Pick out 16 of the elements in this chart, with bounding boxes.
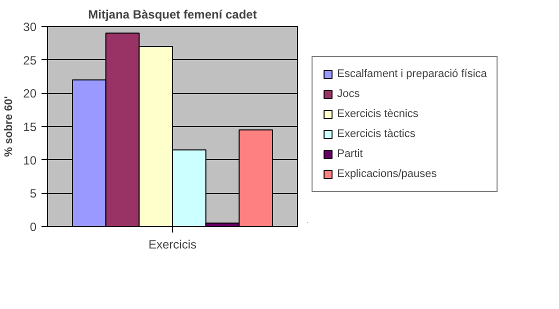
y-tick-label: 20 [23, 86, 37, 101]
y-tick-label: 30 [23, 20, 37, 34]
legend-label: Exercicis tàctics [337, 127, 416, 141]
x-tick-label: Exercicis [148, 238, 197, 252]
y-tick-label: 5 [30, 186, 37, 201]
legend-label: Explicacions/pauses [337, 167, 437, 181]
legend-label: Exercicis tècnics [337, 107, 418, 121]
legend-label: Jocs [337, 87, 360, 101]
y-tick-label: 0 [30, 220, 37, 234]
y-tick-label: 25 [23, 53, 37, 68]
y-tick-label: 10 [23, 153, 37, 168]
y-axis-title: % sobre 60' [3, 96, 16, 157]
legend-label: Partit [337, 147, 363, 161]
legend-label: Escalfament i preparació física [337, 67, 487, 81]
chart-title: Mitjana Bàsquet femení cadet [88, 8, 257, 22]
y-tick-label: 15 [23, 120, 37, 134]
